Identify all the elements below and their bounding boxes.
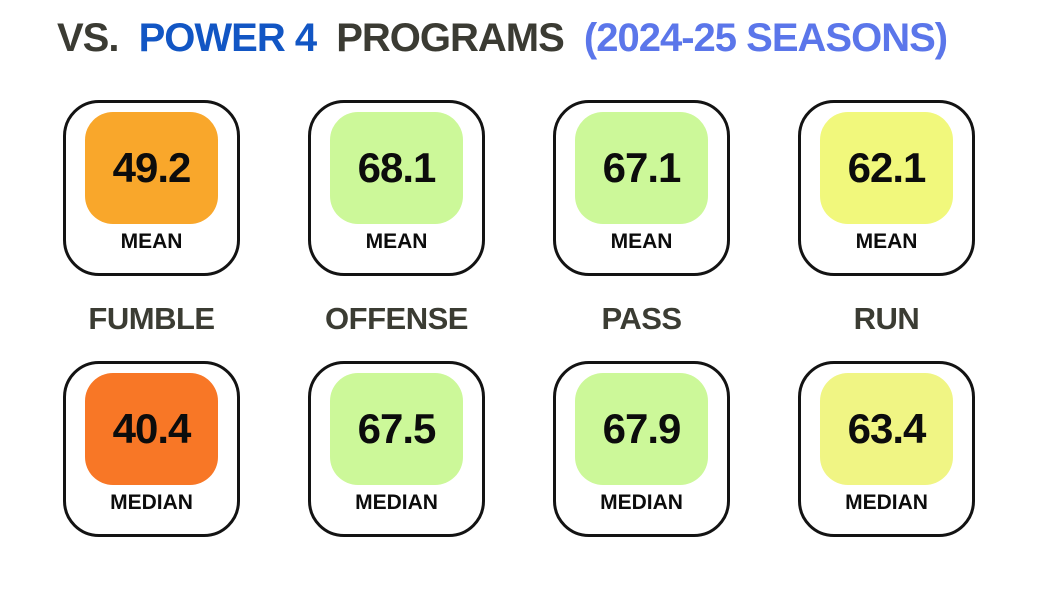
offense-mean-card: 68.1 MEAN — [308, 100, 485, 276]
offense-median-card: 67.5 MEDIAN — [308, 361, 485, 537]
fumble-mean-card: 49.2 MEAN — [63, 100, 240, 276]
category-label-pass: PASS — [601, 300, 682, 336]
run-median-card: 63.4 MEDIAN — [798, 361, 975, 537]
title-programs: PROGRAMS — [336, 16, 565, 60]
category-label-run: RUN — [853, 300, 920, 336]
category-label-offense: OFFENSE — [325, 300, 468, 336]
median-label: MEDIAN — [355, 491, 438, 514]
offense-median-tile: 67.5 — [330, 373, 463, 485]
offense-median-value: 67.5 — [357, 405, 437, 452]
stat-column-fumble: 49.2 MEAN FUMBLE 40.4 MEDIAN — [63, 100, 240, 537]
stat-column-offense: 68.1 MEAN OFFENSE 67.5 MEDIAN — [308, 100, 485, 537]
fumble-mean-tile: 49.2 — [85, 112, 218, 224]
pass-median-card: 67.9 MEDIAN — [553, 361, 730, 537]
stats-grid: 49.2 MEAN FUMBLE 40.4 MEDIAN 68.1 MEAN O… — [63, 100, 975, 537]
offense-mean-tile: 68.1 — [330, 112, 463, 224]
title-power4: POWER 4 — [138, 16, 317, 60]
mean-label: MEAN — [120, 230, 183, 253]
run-mean-tile: 62.1 — [820, 112, 953, 224]
fumble-median-value: 40.4 — [112, 405, 192, 452]
stat-column-run: 62.1 MEAN RUN 63.4 MEDIAN — [798, 100, 975, 537]
run-median-value: 63.4 — [847, 405, 927, 452]
title-vs: VS. — [57, 16, 119, 60]
pass-mean-tile: 67.1 — [575, 112, 708, 224]
mean-label: MEAN — [855, 230, 918, 253]
median-label: MEDIAN — [110, 491, 193, 514]
offense-mean-value: 68.1 — [357, 144, 437, 191]
pass-median-tile: 67.9 — [575, 373, 708, 485]
pass-mean-value: 67.1 — [602, 144, 682, 191]
title-seasons: (2024-25 SEASONS) — [583, 16, 948, 60]
category-label-fumble: FUMBLE — [88, 300, 215, 336]
mean-label: MEAN — [610, 230, 673, 253]
median-label: MEDIAN — [600, 491, 683, 514]
run-mean-value: 62.1 — [847, 144, 927, 191]
fumble-median-tile: 40.4 — [85, 373, 218, 485]
page-title: VS. POWER 4 PROGRAMS (2024-25 SEASONS) — [57, 16, 948, 61]
fumble-median-card: 40.4 MEDIAN — [63, 361, 240, 537]
pass-median-value: 67.9 — [602, 405, 682, 452]
stat-column-pass: 67.1 MEAN PASS 67.9 MEDIAN — [553, 100, 730, 537]
fumble-mean-value: 49.2 — [112, 144, 192, 191]
median-label: MEDIAN — [845, 491, 928, 514]
run-median-tile: 63.4 — [820, 373, 953, 485]
mean-label: MEAN — [365, 230, 428, 253]
pass-mean-card: 67.1 MEAN — [553, 100, 730, 276]
run-mean-card: 62.1 MEAN — [798, 100, 975, 276]
